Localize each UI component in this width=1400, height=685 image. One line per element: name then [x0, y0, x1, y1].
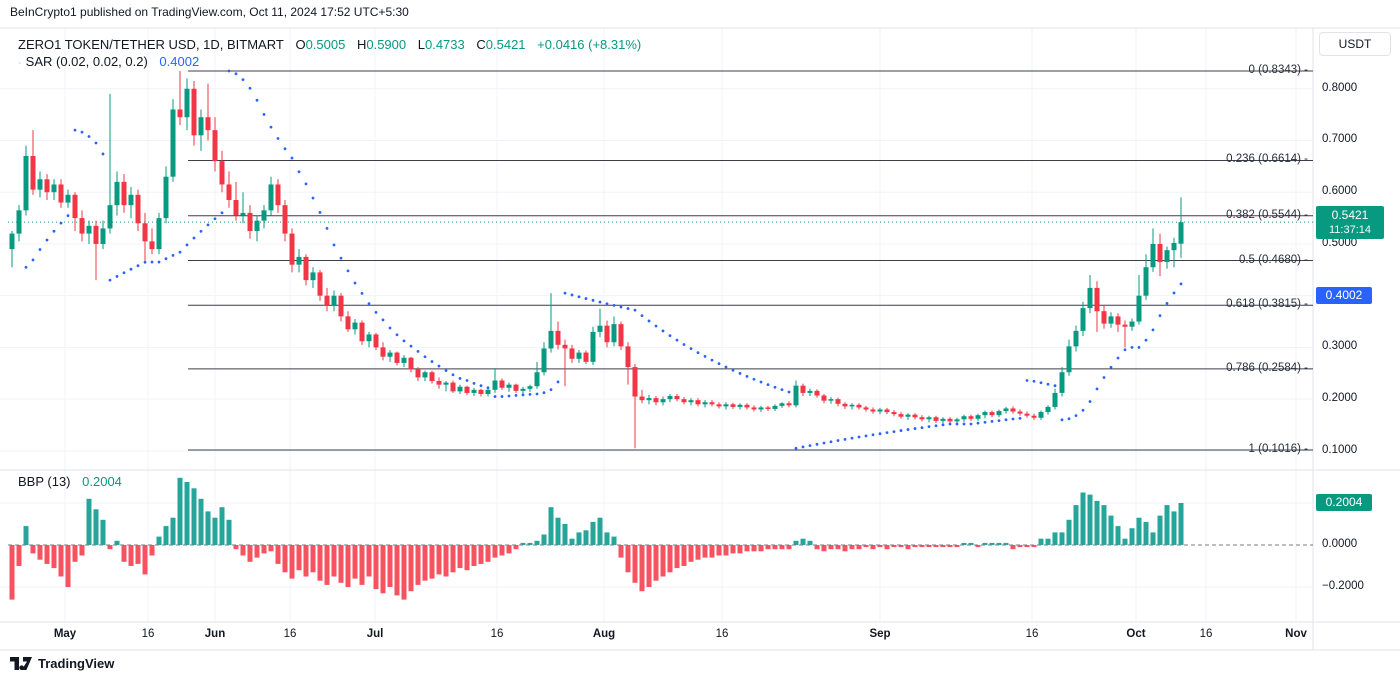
price-tick-label: 0.8000 [1322, 81, 1358, 94]
symbol-legend[interactable]: ZERO1 TOKEN/TETHER USD, 1D, BITMART O0.5… [18, 37, 641, 52]
time-tick-16: 16 [283, 628, 297, 640]
fib-level-label: 0.618 (0.3815) - [1226, 298, 1308, 311]
open-value: 0.5005 [305, 37, 346, 52]
fib-level-label: 0.786 (0.2584) - [1226, 361, 1308, 374]
bbp-value: 0.2004 [82, 474, 122, 489]
time-tick-oct: Oct [1126, 628, 1146, 640]
open-label: O [295, 37, 306, 52]
sar-label: SAR (0.02, 0.02, 0.2) [25, 54, 148, 69]
time-tick-jun: Jun [204, 628, 226, 640]
bbp-value-badge: 0.2004 [1316, 494, 1372, 512]
close-label: C [476, 37, 486, 52]
currency-unit-button[interactable]: USDT [1319, 32, 1391, 56]
price-tick-label: 0.3000 [1322, 340, 1358, 353]
tradingview-branding[interactable]: TradingView [10, 656, 114, 671]
last-price-value: 0.5421 [1331, 208, 1369, 223]
fib-level-label: 0 (0.8343) - [1248, 64, 1308, 77]
low-label: L [417, 37, 425, 52]
price-tick-label: 0.1000 [1322, 443, 1358, 456]
change-value: +0.0416 (+8.31%) [537, 37, 642, 52]
fib-level-label: 1 (0.1016) - [1248, 443, 1308, 456]
time-tick-nov: Nov [1285, 628, 1307, 640]
price-tick-label: 0.2000 [1322, 392, 1358, 405]
time-tick-jul: Jul [366, 628, 384, 640]
time-tick-16: 16 [715, 628, 729, 640]
sar-dots-layer [24, 69, 1183, 450]
symbol-title: ZERO1 TOKEN/TETHER USD, 1D, BITMART [18, 37, 284, 52]
time-tick-16: 16 [1199, 628, 1213, 640]
price-tick-label: 0.6000 [1322, 185, 1358, 198]
bbp-histogram-layer [9, 477, 1184, 600]
sar-bullet-icon: · [18, 57, 22, 69]
bbp-label: BBP (13) [18, 474, 71, 489]
time-tick-16: 16 [141, 628, 155, 640]
bbp-tick-label: −0.2000 [1322, 580, 1364, 592]
bar-countdown: 11:37:14 [1328, 224, 1371, 237]
time-tick-16: 16 [490, 628, 504, 640]
tradingview-brand-text: TradingView [38, 656, 115, 671]
close-value: 0.5421 [485, 37, 526, 52]
time-tick-aug: Aug [592, 628, 616, 640]
publish-attribution: BeInCrypto1 published on TradingView.com… [10, 5, 409, 19]
sar-value: 0.4002 [159, 54, 200, 69]
fib-level-label: 0.382 (0.5544) - [1226, 208, 1308, 221]
price-tick-label: 0.5000 [1322, 236, 1358, 249]
bbp-tick-label: 0.0000 [1322, 538, 1358, 550]
high-value: 0.5900 [366, 37, 407, 52]
fib-level-label: 0.236 (0.6614) - [1226, 153, 1308, 166]
price-tick-label: 0.7000 [1322, 133, 1358, 146]
bbp-indicator-legend[interactable]: BBP (13) 0.2004 [18, 474, 122, 489]
time-tick-may: May [53, 628, 77, 640]
last-price-badge: 0.5421 11:37:14 [1316, 206, 1384, 240]
sar-indicator-legend[interactable]: · SAR (0.02, 0.02, 0.2) 0.4002 [18, 54, 199, 69]
candles-layer [9, 71, 1184, 449]
sar-price-badge: 0.4002 [1316, 287, 1372, 305]
tradingview-logo-icon [10, 657, 32, 670]
high-label: H [356, 37, 367, 52]
low-value: 0.4733 [424, 37, 465, 52]
fib-level-label: 0.5 (0.4680) - [1238, 253, 1308, 266]
time-tick-16: 16 [1025, 628, 1039, 640]
time-tick-sep: Sep [869, 628, 891, 640]
